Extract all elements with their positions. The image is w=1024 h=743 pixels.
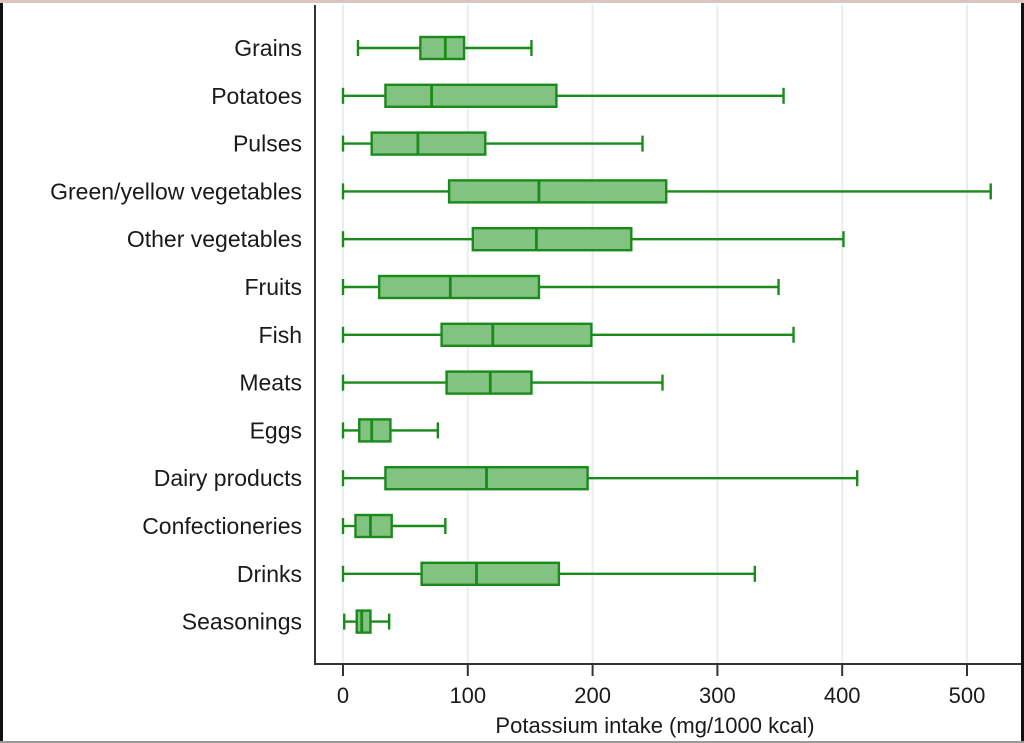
x-tick-label: 500 — [949, 683, 986, 708]
iqr-box — [440, 322, 593, 347]
box-eggs — [341, 418, 440, 443]
category-label: Seasonings — [182, 609, 302, 635]
iqr-box — [419, 35, 466, 61]
box-grains — [356, 35, 533, 61]
iqr-box — [447, 179, 668, 204]
category-label: Confectioneries — [142, 513, 302, 539]
iqr-box — [420, 561, 561, 586]
category-label: Meats — [239, 370, 302, 396]
iqr-box — [384, 83, 558, 109]
x-axis-ticks: 0 100 200 300 400 500 — [337, 664, 985, 708]
box-meats — [341, 370, 664, 395]
iqr-box — [471, 226, 633, 252]
category-labels: Grains Potatoes Pulses Green/yellow vegetab… — [50, 35, 302, 635]
frame-bottom-border — [0, 741, 1024, 743]
boxes — [341, 35, 992, 634]
x-tick-label: 200 — [574, 683, 611, 708]
box-pulses — [341, 131, 644, 156]
frame-left-border — [0, 3, 3, 743]
x-tick-label: 100 — [449, 683, 486, 708]
frame-top-border — [0, 0, 1024, 3]
axes — [314, 5, 1021, 665]
box-drinks — [341, 561, 757, 586]
box-seasonings — [343, 609, 391, 634]
category-label: Drinks — [237, 561, 302, 587]
iqr-box — [370, 131, 487, 156]
box-dairy-products — [341, 466, 859, 491]
category-label: Eggs — [250, 417, 302, 443]
category-label: Pulses — [233, 131, 302, 157]
iqr-box — [358, 418, 392, 443]
box-potatoes — [341, 83, 785, 109]
category-label: Dairy products — [154, 465, 302, 491]
box-fish — [341, 322, 795, 347]
gridlines — [342, 5, 968, 664]
iqr-box — [354, 513, 393, 539]
category-label: Potatoes — [211, 83, 302, 109]
category-label: Other vegetables — [127, 226, 302, 252]
box-confectioneries — [341, 513, 447, 539]
iqr-box — [377, 274, 541, 300]
x-tick-label: 0 — [337, 683, 349, 708]
x-tick-label: 300 — [699, 683, 736, 708]
box-other-vegetables — [341, 226, 845, 252]
category-label: Fish — [259, 322, 302, 348]
category-label: Green/yellow vegetables — [50, 178, 302, 204]
category-label: Fruits — [245, 274, 303, 300]
frame-right-border — [1021, 3, 1024, 743]
box-green-yellow-vegetables — [341, 179, 992, 204]
box-fruits — [341, 274, 780, 300]
iqr-box — [355, 609, 372, 634]
x-axis-title: Potassium intake (mg/1000 kcal) — [495, 713, 814, 738]
x-tick-label: 400 — [824, 683, 861, 708]
category-label: Grains — [234, 35, 302, 61]
